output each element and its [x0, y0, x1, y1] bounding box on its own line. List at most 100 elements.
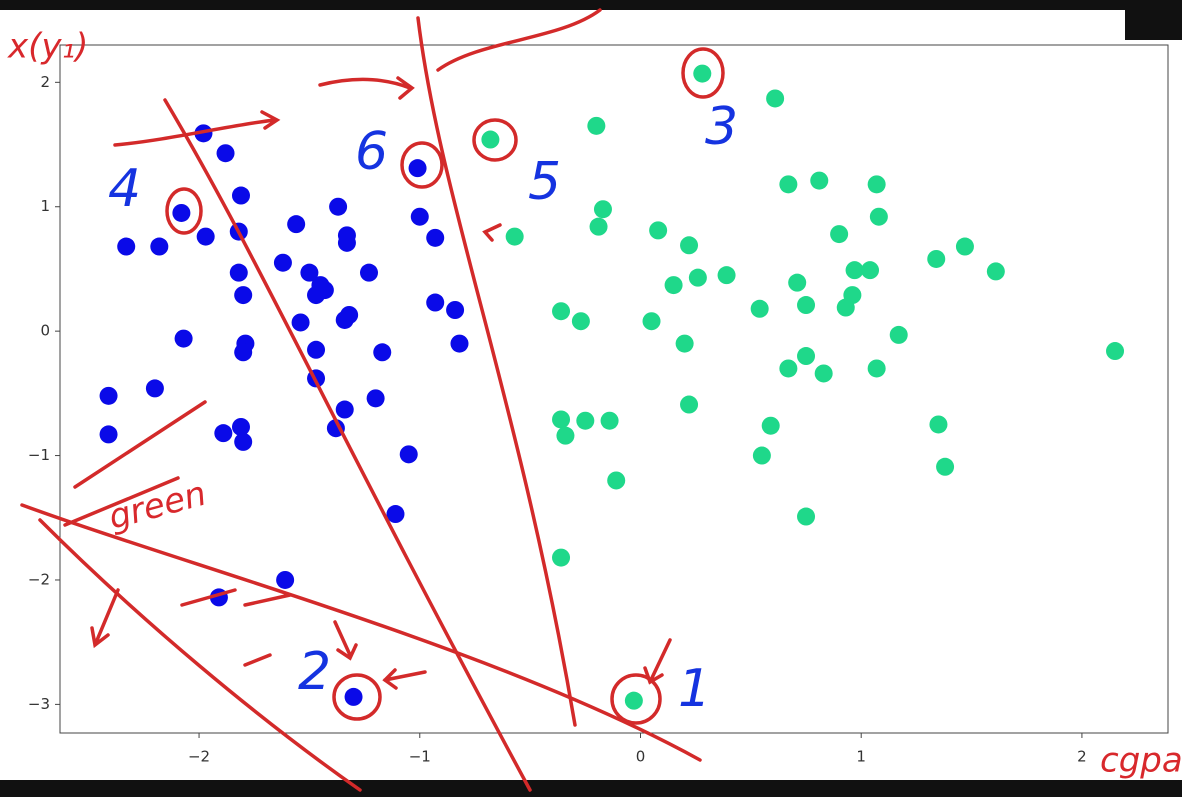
point — [274, 254, 292, 272]
point — [146, 379, 164, 397]
point — [214, 424, 232, 442]
point — [643, 312, 661, 330]
point — [693, 65, 711, 83]
annotation: 1 — [678, 659, 711, 719]
point — [927, 250, 945, 268]
point — [572, 312, 590, 330]
point — [665, 276, 683, 294]
point — [846, 261, 864, 279]
point — [100, 425, 118, 443]
point — [175, 330, 193, 348]
point — [956, 238, 974, 256]
point — [929, 415, 947, 433]
point — [329, 198, 347, 216]
point — [1106, 342, 1124, 360]
point — [815, 364, 833, 382]
point — [117, 238, 135, 256]
y-tick-label: 0 — [40, 322, 50, 340]
point — [868, 359, 886, 377]
point — [601, 412, 619, 430]
point — [506, 228, 524, 246]
point — [217, 144, 235, 162]
point — [797, 347, 815, 365]
point — [360, 264, 378, 282]
point — [552, 410, 570, 428]
annotation: 6 — [355, 122, 388, 182]
top-bar — [0, 0, 1182, 10]
point — [197, 228, 215, 246]
x-tick-label: 0 — [636, 748, 646, 766]
point — [100, 387, 118, 405]
point — [172, 204, 190, 222]
point — [987, 262, 1005, 280]
point — [890, 326, 908, 344]
point — [587, 117, 605, 135]
point — [607, 471, 625, 489]
point — [649, 221, 667, 239]
point — [779, 175, 797, 193]
point — [426, 294, 444, 312]
point — [230, 264, 248, 282]
point — [766, 89, 784, 107]
point — [232, 187, 250, 205]
point — [340, 306, 358, 324]
x-tick-label: 2 — [1077, 748, 1087, 766]
point — [680, 396, 698, 414]
annotation: 2 — [298, 642, 331, 702]
point — [373, 343, 391, 361]
point — [810, 172, 828, 190]
point — [367, 389, 385, 407]
annotation: cgpa — [1100, 741, 1182, 781]
point — [336, 401, 354, 419]
point — [426, 229, 444, 247]
chart: x(y₁) 4 6 5 3 2 1 green cgpa −2−1012210−… — [0, 0, 1182, 797]
point — [400, 445, 418, 463]
y-tick-label: 1 — [40, 197, 50, 215]
point — [292, 313, 310, 331]
point — [625, 692, 643, 710]
point — [481, 131, 499, 149]
point — [676, 335, 694, 353]
point — [409, 159, 427, 177]
annotation: 4 — [108, 159, 141, 219]
point — [276, 571, 294, 589]
annotation: 5 — [528, 152, 561, 212]
annotation: x(y₁) — [7, 27, 88, 67]
y-tick-label: −3 — [28, 695, 50, 713]
point — [788, 274, 806, 292]
point — [307, 341, 325, 359]
point — [338, 234, 356, 252]
point — [552, 302, 570, 320]
x-tick-label: 1 — [856, 748, 866, 766]
point — [590, 218, 608, 236]
bottom-bar — [0, 780, 1182, 797]
y-tick-label: −2 — [28, 570, 50, 588]
point — [234, 343, 252, 361]
point — [411, 208, 429, 226]
point — [868, 175, 886, 193]
point — [234, 286, 252, 304]
point — [779, 359, 797, 377]
point — [870, 208, 888, 226]
point — [234, 433, 252, 451]
point — [556, 427, 574, 445]
point — [797, 508, 815, 526]
x-tick-label: −1 — [409, 748, 431, 766]
point — [753, 447, 771, 465]
point — [316, 281, 334, 299]
point — [576, 412, 594, 430]
point — [150, 238, 168, 256]
point — [594, 200, 612, 218]
point — [345, 688, 363, 706]
point — [689, 269, 707, 287]
point — [718, 266, 736, 284]
point — [936, 458, 954, 476]
point — [797, 296, 815, 314]
point — [762, 417, 780, 435]
point — [446, 301, 464, 319]
point — [830, 225, 848, 243]
point — [861, 261, 879, 279]
point — [680, 236, 698, 254]
point — [287, 215, 305, 233]
y-tick-label: 2 — [40, 73, 50, 91]
